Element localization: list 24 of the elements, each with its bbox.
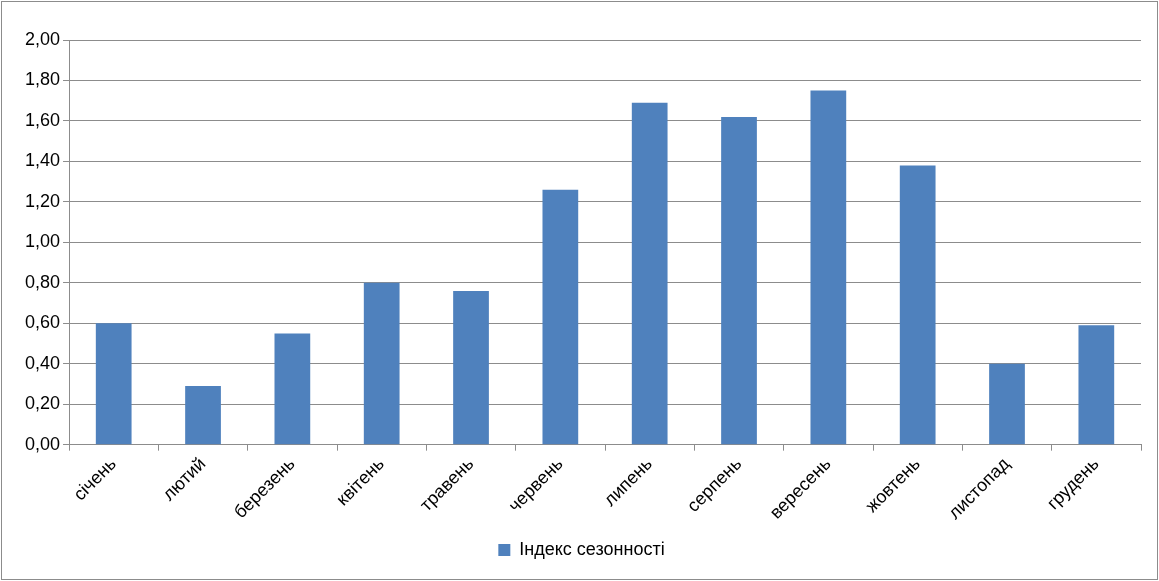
bar (363, 282, 400, 445)
legend-label: Індекс сезонності (519, 538, 665, 559)
y-tick-label: 0,80 (24, 271, 61, 292)
y-tick-label: 0,20 (24, 393, 61, 414)
bar (721, 116, 757, 445)
y-tick-label: 1,20 (24, 190, 61, 211)
y-tick-label: 0,60 (24, 312, 61, 333)
y-tick-label: 1,60 (24, 109, 61, 130)
bar (185, 385, 221, 445)
y-tick-label: 2,00 (24, 28, 61, 49)
y-tick-label: 1,80 (24, 69, 61, 90)
y-tick-label: 0,00 (24, 433, 61, 454)
y-tick-label: 1,00 (24, 231, 61, 252)
bar (989, 363, 1025, 445)
bar (810, 90, 847, 445)
bar (542, 189, 579, 445)
bar (274, 333, 311, 445)
bar (899, 165, 936, 445)
bar (95, 323, 132, 445)
y-tick-label: 1,40 (24, 150, 61, 171)
bar (1078, 325, 1115, 445)
bar (631, 102, 668, 445)
bar (453, 290, 489, 445)
y-tick-label: 0,40 (24, 352, 61, 373)
